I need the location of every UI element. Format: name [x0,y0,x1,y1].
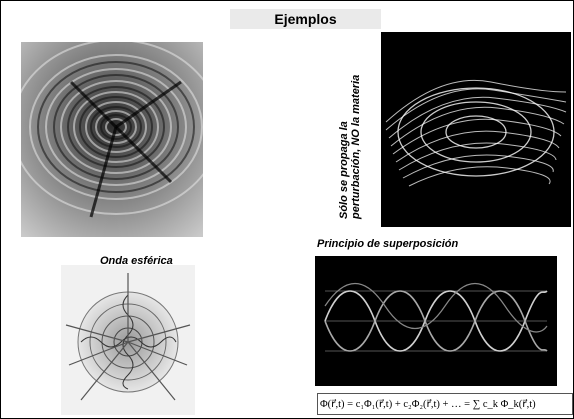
propagation-caption: Sólo se propaga la perturbación, NO la m… [338,75,362,219]
spherical-wave-illustration [61,265,195,415]
slide-title: Ejemplos [230,9,381,29]
propagation-caption-line-1: Sólo se propaga la [338,121,350,219]
water-ripples-photo [21,42,203,237]
superposition-formula: Φ(r⃗,t) = c₁Φ₁(r⃗,t) + c₂Φ₂(r⃗,t) + … = … [317,393,573,415]
spherical-wave-caption: Onda esférica [100,255,173,267]
propagation-caption-line-2: perturbación, NO la materia [350,74,362,219]
superposition-sine-waves [315,256,557,386]
superposition-caption: Principio de superposición [317,238,459,250]
wave-surface-mesh [381,32,571,227]
